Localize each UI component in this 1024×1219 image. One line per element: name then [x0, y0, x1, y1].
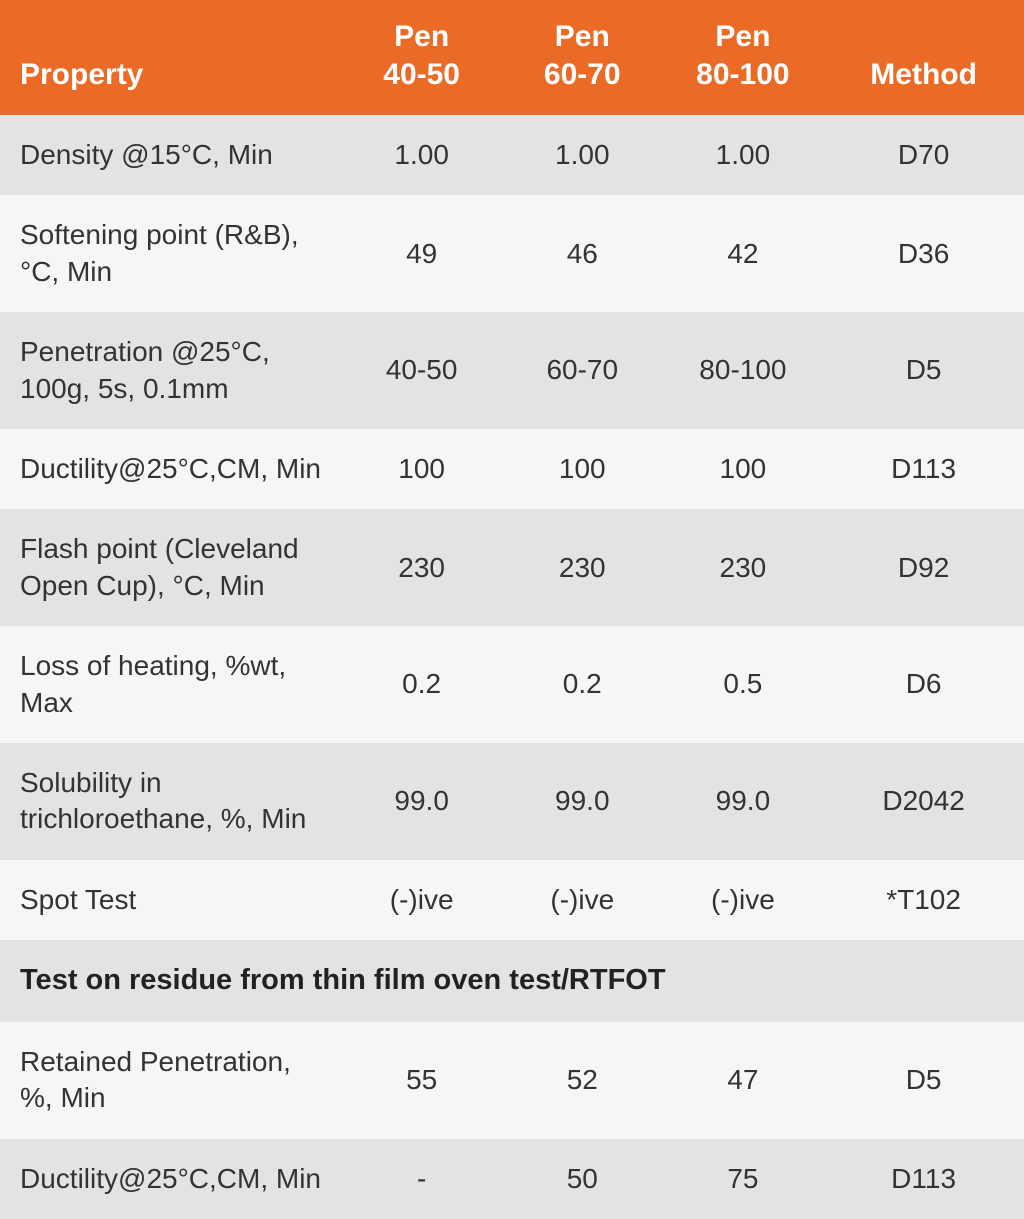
cell-value: (-)ive: [663, 860, 824, 940]
cell-method: D2042: [823, 743, 1024, 860]
cell-value: 0.5: [663, 626, 824, 743]
table-row: Penetration @25°C, 100g, 5s, 0.1mm40-506…: [0, 312, 1024, 429]
table-header: Property Pen40-50 Pen60-70 Pen80-100 Met…: [0, 0, 1024, 115]
col-header-method: Method: [823, 0, 1024, 115]
cell-value: 42: [663, 195, 824, 312]
table-row: Ductility@25°C,CM, Min-5075D113: [0, 1139, 1024, 1219]
cell-method: D5: [823, 1022, 1024, 1139]
cell-value: 100: [663, 429, 824, 509]
cell-method: *T102: [823, 860, 1024, 940]
cell-method: D113: [823, 1139, 1024, 1219]
table-row: Retained Penetration, %, Min555247D5: [0, 1022, 1024, 1139]
cell-value: 99.0: [663, 743, 824, 860]
cell-property: Softening point (R&B), °C, Min: [0, 195, 341, 312]
cell-method: D113: [823, 429, 1024, 509]
col-header-pen4050: Pen40-50: [341, 0, 502, 115]
cell-value: (-)ive: [341, 860, 502, 940]
cell-property: Spot Test: [0, 860, 341, 940]
cell-property: Loss of heating, %wt, Max: [0, 626, 341, 743]
cell-value: 80-100: [663, 312, 824, 429]
cell-value: 230: [341, 509, 502, 626]
cell-value: 40-50: [341, 312, 502, 429]
col-header-pen6070: Pen60-70: [502, 0, 663, 115]
table-row: Flash point (Cleveland Open Cup), °C, Mi…: [0, 509, 1024, 626]
cell-value: 55: [341, 1022, 502, 1139]
cell-property: Retained Penetration, %, Min: [0, 1022, 341, 1139]
cell-value: 1.00: [663, 115, 824, 195]
cell-value: 230: [502, 509, 663, 626]
cell-value: 50: [502, 1139, 663, 1219]
table-row: Solubility in trichloroethane, %, Min99.…: [0, 743, 1024, 860]
cell-property: Ductility@25°C,CM, Min: [0, 429, 341, 509]
cell-value: (-)ive: [502, 860, 663, 940]
cell-method: D92: [823, 509, 1024, 626]
cell-method: D36: [823, 195, 1024, 312]
cell-value: 52: [502, 1022, 663, 1139]
cell-value: 230: [663, 509, 824, 626]
table-row: Density @15°C, Min1.001.001.00D70: [0, 115, 1024, 195]
cell-value: 99.0: [341, 743, 502, 860]
cell-property: Solubility in trichloroethane, %, Min: [0, 743, 341, 860]
table-row: Softening point (R&B), °C, Min494642D36: [0, 195, 1024, 312]
cell-value: 1.00: [502, 115, 663, 195]
cell-value: 1.00: [341, 115, 502, 195]
col-header-property: Property: [0, 0, 341, 115]
cell-value: 60-70: [502, 312, 663, 429]
cell-value: 0.2: [502, 626, 663, 743]
cell-property: Density @15°C, Min: [0, 115, 341, 195]
cell-method: D70: [823, 115, 1024, 195]
cell-value: 75: [663, 1139, 824, 1219]
table-section-row: Test on residue from thin film oven test…: [0, 940, 1024, 1022]
cell-value: 46: [502, 195, 663, 312]
spec-table: Property Pen40-50 Pen60-70 Pen80-100 Met…: [0, 0, 1024, 1219]
cell-value: 47: [663, 1022, 824, 1139]
col-header-pen80100: Pen80-100: [663, 0, 824, 115]
cell-value: -: [341, 1139, 502, 1219]
table-row: Ductility@25°C,CM, Min100100100D113: [0, 429, 1024, 509]
table-body: Density @15°C, Min1.001.001.00D70Softeni…: [0, 115, 1024, 1219]
section-label: Test on residue from thin film oven test…: [0, 940, 1024, 1022]
cell-value: 99.0: [502, 743, 663, 860]
cell-property: Flash point (Cleveland Open Cup), °C, Mi…: [0, 509, 341, 626]
cell-method: D6: [823, 626, 1024, 743]
cell-property: Penetration @25°C, 100g, 5s, 0.1mm: [0, 312, 341, 429]
cell-value: 100: [502, 429, 663, 509]
table-row: Spot Test(-)ive(-)ive(-)ive*T102: [0, 860, 1024, 940]
cell-value: 100: [341, 429, 502, 509]
cell-value: 49: [341, 195, 502, 312]
table-row: Loss of heating, %wt, Max0.20.20.5D6: [0, 626, 1024, 743]
cell-method: D5: [823, 312, 1024, 429]
cell-value: 0.2: [341, 626, 502, 743]
cell-property: Ductility@25°C,CM, Min: [0, 1139, 341, 1219]
